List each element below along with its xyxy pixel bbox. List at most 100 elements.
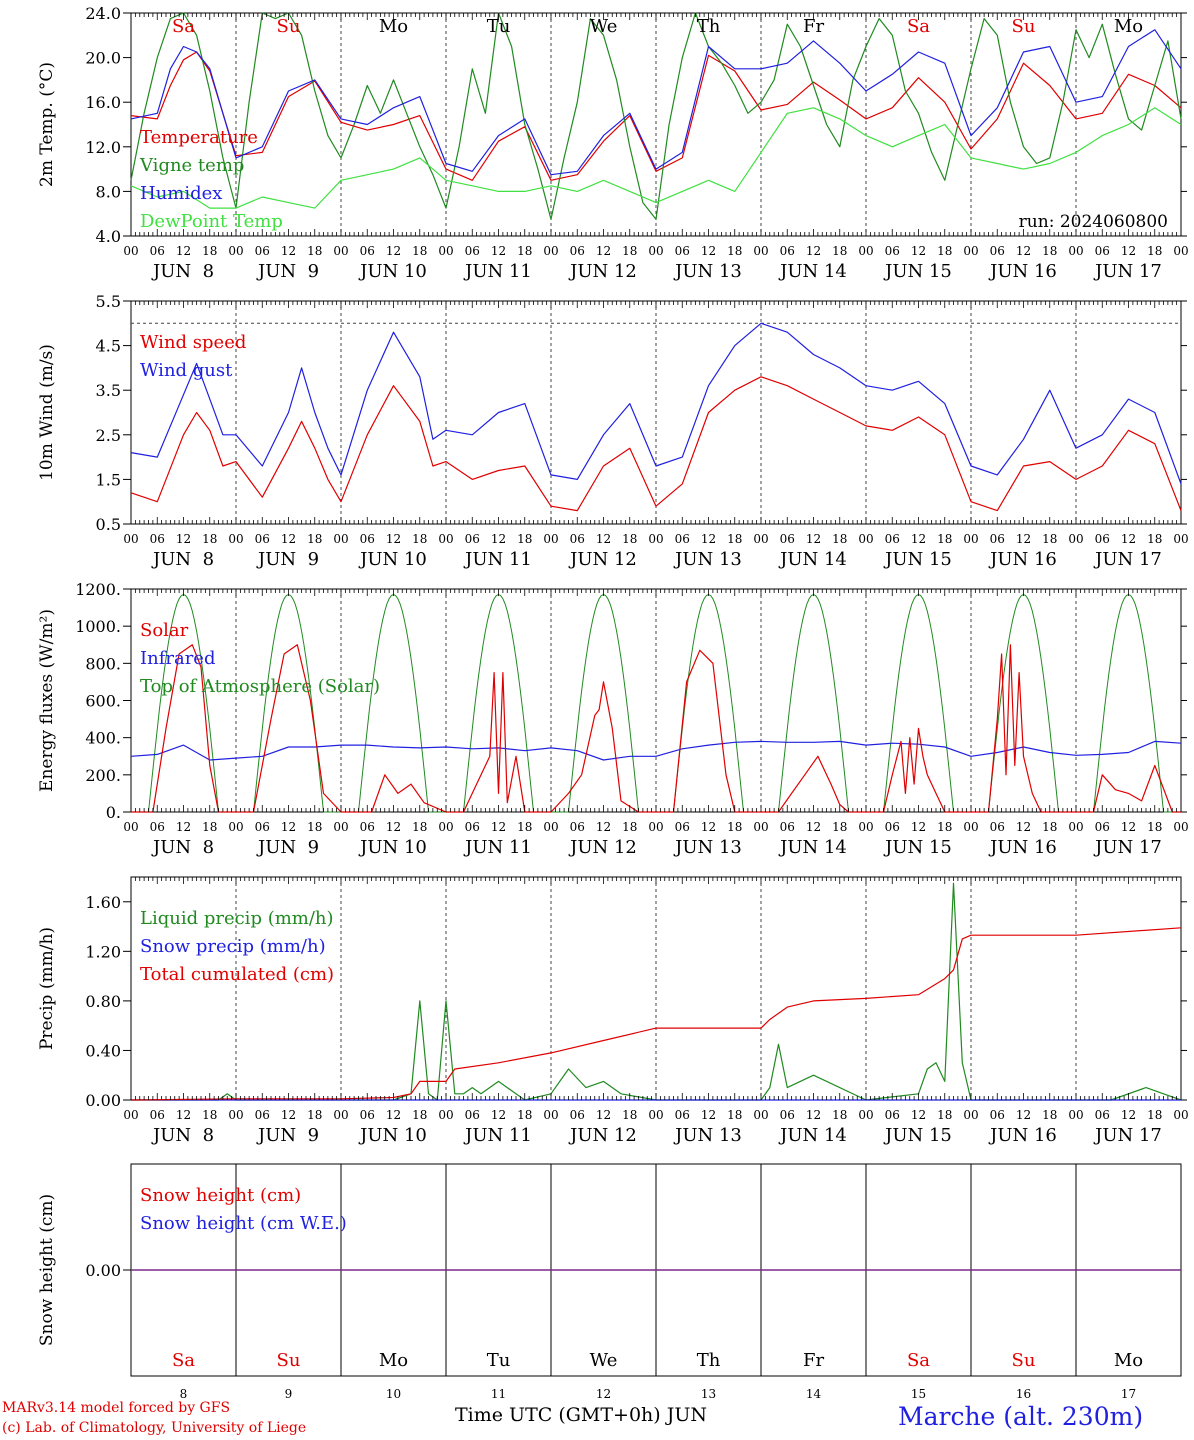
hour-tick-label: 12 bbox=[1121, 1108, 1136, 1122]
hour-tick-label: 12 bbox=[596, 820, 611, 834]
hour-tick-label: 06 bbox=[360, 532, 375, 546]
date-label: JUN 13 bbox=[673, 549, 742, 570]
y-tick-label: 0.40 bbox=[85, 1041, 121, 1060]
day-abbrev-label: Mo bbox=[379, 16, 408, 37]
y-tick-label: 4.0 bbox=[96, 227, 121, 246]
date-label: JUN 11 bbox=[463, 837, 532, 858]
y-tick-label: 0.00 bbox=[85, 1091, 121, 1110]
hour-tick-label: 00 bbox=[963, 1108, 978, 1122]
legend-entry: Solar bbox=[140, 620, 189, 641]
hour-tick-label: 00 bbox=[963, 244, 978, 258]
hour-tick-label: 00 bbox=[333, 244, 348, 258]
y-tick-label: 0.00 bbox=[85, 1261, 121, 1280]
hour-tick-label: 06 bbox=[570, 244, 585, 258]
hour-tick-label: 12 bbox=[386, 820, 401, 834]
date-label: JUN 11 bbox=[463, 261, 532, 282]
hour-tick-label: 06 bbox=[1095, 1108, 1110, 1122]
hour-tick-label: 06 bbox=[255, 1108, 270, 1122]
date-label: JUN 12 bbox=[568, 837, 637, 858]
series-line-solar bbox=[131, 644, 1181, 813]
series-line-wind-gust bbox=[130, 322, 1182, 485]
hour-tick-label: 00 bbox=[333, 532, 348, 546]
hour-tick-label: 18 bbox=[727, 532, 742, 546]
hour-tick-label: 00 bbox=[543, 820, 558, 834]
hour-tick-label: 18 bbox=[1042, 244, 1057, 258]
legend-entry: Top of Atmosphere (Solar) bbox=[140, 676, 380, 697]
hour-tick-label: 06 bbox=[360, 1108, 375, 1122]
hour-tick-label: 12 bbox=[176, 244, 191, 258]
hour-tick-label: 06 bbox=[255, 532, 270, 546]
hour-tick-label: 12 bbox=[176, 820, 191, 834]
legend-entry: Wind speed bbox=[140, 332, 246, 353]
run-label: run: 2024060800 bbox=[1019, 212, 1168, 232]
hour-tick-label: 00 bbox=[543, 532, 558, 546]
hour-tick-label: 00 bbox=[963, 532, 978, 546]
hour-tick-label: 18 bbox=[1147, 1108, 1162, 1122]
hour-tick-label: 06 bbox=[990, 820, 1005, 834]
date-label: JUN 15 bbox=[883, 261, 952, 282]
day-abbrev-label: Mo bbox=[1114, 16, 1143, 37]
hour-tick-label: 06 bbox=[1095, 244, 1110, 258]
hour-tick-label: 00 bbox=[1173, 1108, 1188, 1122]
hour-tick-label: 06 bbox=[150, 820, 165, 834]
day-number-label: 10 bbox=[386, 1387, 401, 1401]
hour-tick-label: 06 bbox=[150, 244, 165, 258]
y-tick-label: 0. bbox=[106, 803, 121, 822]
hour-tick-label: 06 bbox=[150, 532, 165, 546]
day-number-label: 13 bbox=[701, 1387, 716, 1401]
hour-tick-label: 12 bbox=[281, 532, 296, 546]
hour-tick-label: 06 bbox=[885, 532, 900, 546]
hour-tick-label: 12 bbox=[806, 244, 821, 258]
hour-tick-label: 00 bbox=[1068, 1108, 1083, 1122]
hour-tick-label: 18 bbox=[622, 244, 637, 258]
legend-entry: Total cumulated (cm) bbox=[140, 964, 334, 985]
hour-tick-label: 00 bbox=[1173, 820, 1188, 834]
hour-tick-label: 00 bbox=[753, 1108, 768, 1122]
date-label: JUN 9 bbox=[256, 1125, 319, 1146]
hour-tick-label: 00 bbox=[753, 244, 768, 258]
y-tick-label: 200. bbox=[85, 766, 121, 785]
legend-entry: Snow height (cm W.E.) bbox=[140, 1213, 347, 1234]
hour-tick-label: 18 bbox=[937, 244, 952, 258]
y-tick-label: 12.0 bbox=[85, 138, 121, 157]
hour-tick-label: 06 bbox=[465, 532, 480, 546]
date-label: JUN 10 bbox=[358, 1125, 427, 1146]
legend-entry: Snow precip (mm/h) bbox=[140, 936, 326, 957]
date-label: JUN 8 bbox=[151, 1125, 214, 1146]
hour-tick-label: 06 bbox=[780, 244, 795, 258]
series-line-vigne-temp bbox=[130, 12, 1182, 220]
day-abbrev-label: Sa bbox=[907, 1350, 930, 1371]
hour-tick-label: 18 bbox=[307, 244, 322, 258]
hour-tick-label: 18 bbox=[832, 244, 847, 258]
hour-tick-label: 18 bbox=[937, 532, 952, 546]
day-number-label: 17 bbox=[1121, 1387, 1136, 1401]
hour-tick-label: 06 bbox=[570, 532, 585, 546]
hour-tick-label: 12 bbox=[1016, 244, 1031, 258]
hour-tick-label: 06 bbox=[1095, 532, 1110, 546]
hour-tick-label: 06 bbox=[990, 244, 1005, 258]
y-tick-label: 2.5 bbox=[96, 426, 121, 445]
hour-tick-label: 18 bbox=[1147, 244, 1162, 258]
hour-tick-label: 06 bbox=[1095, 820, 1110, 834]
date-label: JUN 10 bbox=[358, 261, 427, 282]
hour-tick-label: 12 bbox=[176, 532, 191, 546]
series-line-humidex bbox=[130, 29, 1182, 176]
hour-tick-label: 12 bbox=[1121, 820, 1136, 834]
day-abbrev-label: Fr bbox=[803, 1350, 824, 1371]
hour-tick-label: 18 bbox=[937, 820, 952, 834]
date-label: JUN 15 bbox=[883, 837, 952, 858]
day-number-label: 8 bbox=[180, 1387, 188, 1401]
day-abbrev-label: We bbox=[590, 1350, 618, 1371]
hour-tick-label: 06 bbox=[465, 244, 480, 258]
hour-tick-label: 12 bbox=[911, 820, 926, 834]
hour-tick-label: 12 bbox=[596, 532, 611, 546]
y-axis-label: Precip (mm/h) bbox=[37, 927, 57, 1050]
hour-tick-label: 00 bbox=[648, 820, 663, 834]
hour-tick-label: 06 bbox=[255, 820, 270, 834]
hour-tick-label: 18 bbox=[517, 244, 532, 258]
date-label: JUN 12 bbox=[568, 549, 637, 570]
day-number-label: 11 bbox=[491, 1387, 506, 1401]
date-label: JUN 10 bbox=[358, 837, 427, 858]
date-label: JUN 8 bbox=[151, 837, 214, 858]
